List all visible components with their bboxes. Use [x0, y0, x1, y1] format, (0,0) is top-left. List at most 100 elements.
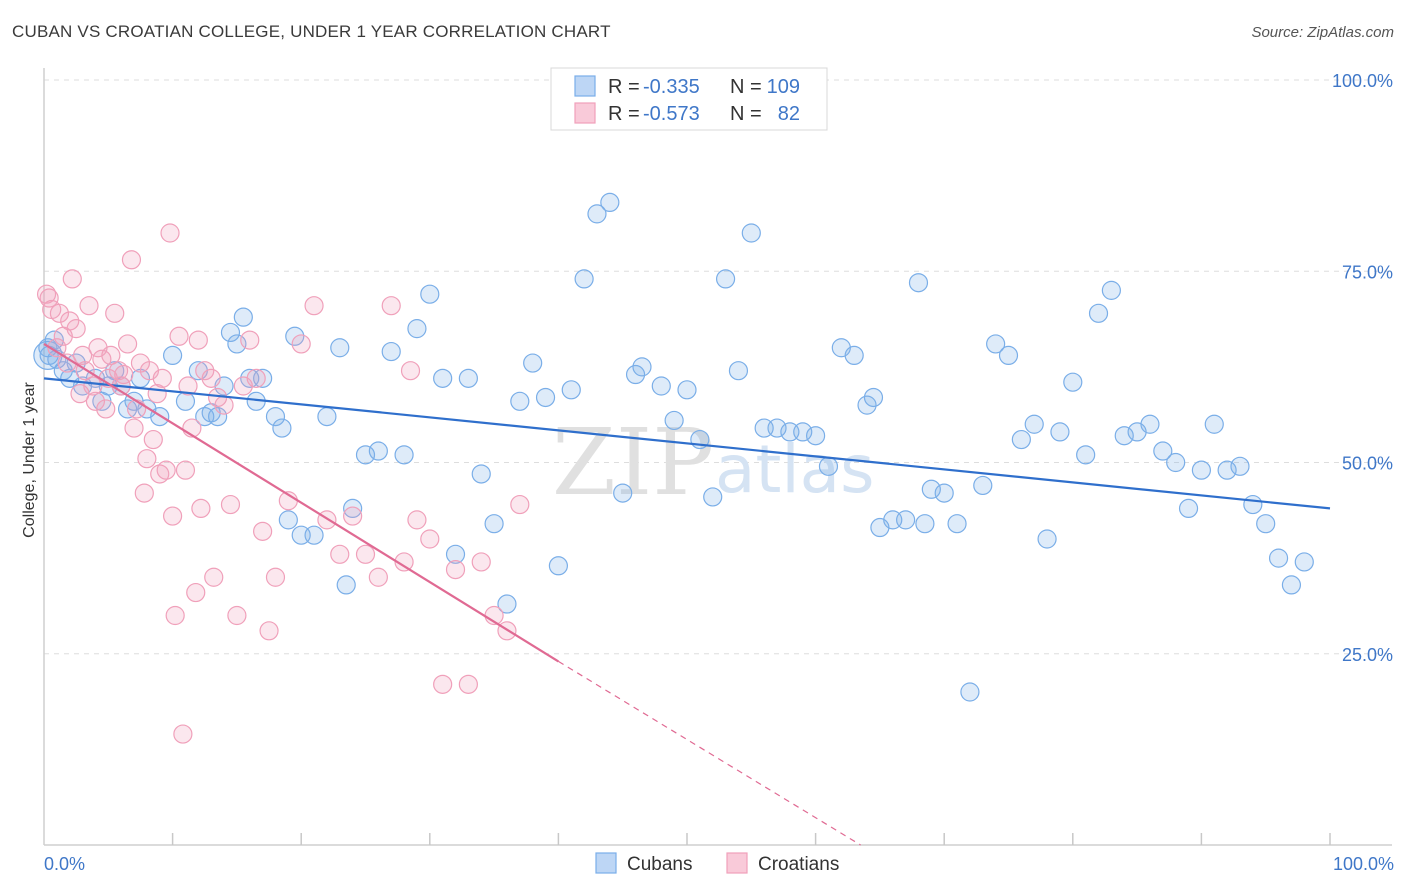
cuban-point: [863, 387, 884, 408]
legend-n-label-cubans: N =: [730, 76, 762, 98]
cuban-point: [1281, 575, 1302, 595]
cuban-point: [1256, 514, 1276, 534]
cuban-point: [613, 483, 633, 503]
cuban-point: [986, 334, 1006, 354]
cuban-point: [227, 334, 247, 354]
cuban-point: [510, 391, 530, 411]
cuban-point: [433, 368, 453, 388]
cuban-point: [343, 498, 363, 518]
legend-n-label-croatians: N =: [730, 103, 762, 125]
croatian-point: [178, 376, 198, 396]
croatian-point: [165, 605, 185, 626]
croatian-point: [188, 330, 208, 350]
cuban-point: [394, 445, 414, 465]
croatian-point: [47, 338, 67, 358]
croatian-point: [246, 368, 266, 388]
cuban-point: [921, 479, 941, 499]
croatian-point: [175, 460, 196, 480]
y-tick-label: 50.0%: [1342, 454, 1393, 474]
croatian-point: [101, 345, 121, 365]
croatian-point: [105, 303, 125, 323]
cuban-point: [998, 345, 1019, 365]
croatian-point: [121, 250, 142, 270]
cuban-point: [625, 364, 646, 385]
croatian-point: [85, 391, 106, 411]
legend-bottom-label-croatians: Croatians: [758, 854, 839, 875]
cuban-point: [458, 368, 478, 388]
cuban-point: [1114, 426, 1134, 446]
cuban-point: [272, 418, 292, 438]
cuban-point: [1230, 456, 1250, 476]
cuban-point: [1076, 445, 1096, 465]
cuban-point: [285, 326, 305, 346]
y-tick-label: 100.0%: [1332, 71, 1393, 91]
cuban-point: [600, 192, 620, 212]
cuban-point: [908, 273, 929, 293]
croatian-point: [343, 506, 363, 526]
cuban-point: [805, 426, 826, 446]
croatian-point: [66, 319, 86, 339]
croatian-point: [433, 674, 453, 694]
croatian-point: [124, 418, 144, 438]
croatian-point: [96, 399, 116, 419]
croatian-point: [163, 506, 183, 526]
croatian-point: [83, 376, 103, 396]
trend-line-cubans: [43, 377, 1331, 510]
cuban-point: [1243, 494, 1263, 515]
grid-lines: [44, 79, 1392, 655]
cuban-point: [1191, 460, 1212, 480]
croatian-point: [114, 364, 134, 385]
cuban-point: [1153, 441, 1173, 461]
cuban-point: [587, 204, 607, 224]
cuban-point: [420, 284, 440, 304]
watermark-zip: ZIP: [552, 409, 714, 516]
croatian-point: [152, 368, 172, 388]
x-axis-ticks: [171, 833, 1331, 845]
cuban-point: [973, 475, 993, 496]
cuban-point: [915, 514, 935, 534]
legend-r-value-cubans: -0.335: [643, 76, 700, 98]
croatian-point: [134, 483, 154, 503]
cuban-point: [278, 510, 298, 530]
cuban-point: [1011, 429, 1031, 450]
cuban-point: [632, 357, 652, 377]
cuban-point: [677, 380, 697, 400]
cuban-point: [741, 223, 761, 243]
croatian-point: [160, 223, 180, 243]
croatian-point: [49, 303, 70, 323]
croatian-point: [240, 330, 260, 350]
cuban-point: [960, 682, 980, 702]
x-tick-label-min: 0.0%: [44, 854, 85, 874]
croatian-point: [400, 361, 421, 381]
croatian-point: [60, 311, 80, 331]
croatian-point: [79, 296, 99, 316]
croatian-point: [156, 460, 176, 480]
cuban-point: [947, 514, 967, 534]
cuban-point: [728, 361, 749, 381]
croatian-point: [291, 334, 311, 354]
croatian-point: [169, 326, 189, 346]
cuban-point: [844, 345, 864, 365]
cuban-point: [535, 387, 556, 408]
croatian-point: [186, 582, 206, 603]
cuban-point: [561, 380, 581, 400]
croatian-point: [227, 605, 247, 626]
cuban-point: [1204, 414, 1224, 434]
cuban-point: [1140, 414, 1160, 434]
cuban-point: [407, 319, 427, 339]
croatian-point: [201, 368, 221, 388]
cuban-point: [1217, 460, 1237, 480]
cuban-point: [1101, 280, 1121, 300]
legend-r-value-croatians: -0.573: [643, 103, 700, 125]
trend-line-croatians-extension: [558, 660, 861, 846]
croatian-point: [510, 494, 530, 515]
cuban-point: [896, 510, 916, 530]
cuban-point: [220, 322, 241, 343]
cuban-point: [381, 341, 401, 362]
croatian-point: [304, 296, 324, 316]
y-tick-label: 25.0%: [1342, 645, 1393, 665]
legend-bottom-swatch-cubans: [595, 852, 617, 874]
legend-box: [550, 67, 828, 131]
cuban-point: [715, 269, 736, 289]
